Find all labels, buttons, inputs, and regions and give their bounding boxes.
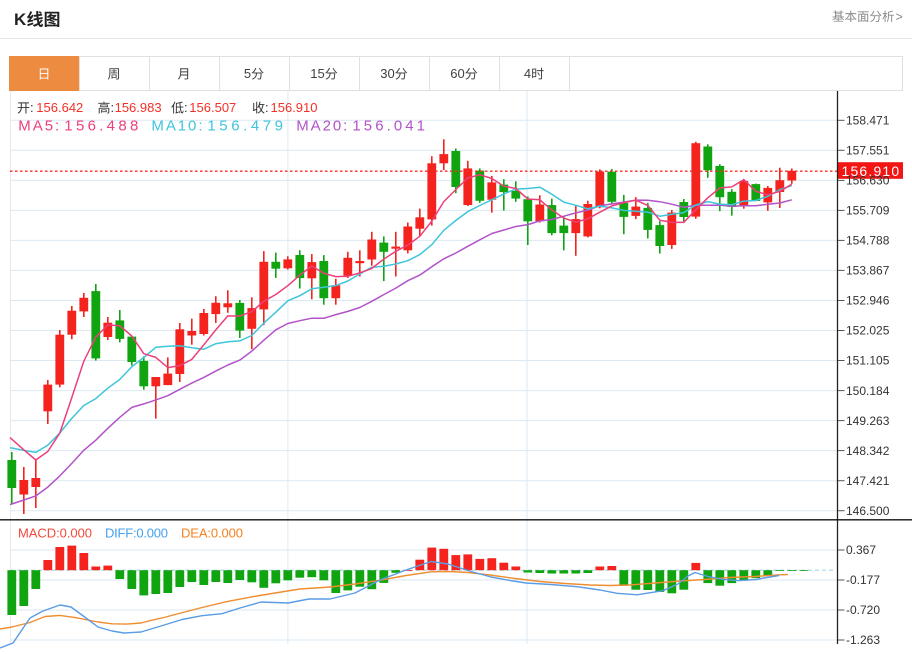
svg-text:147.421: 147.421: [846, 474, 890, 488]
svg-text:60: 60: [450, 66, 464, 81]
svg-text:MA5:: MA5:: [18, 118, 59, 135]
svg-text:151.105: 151.105: [846, 354, 890, 368]
svg-text:158.471: 158.471: [846, 114, 890, 128]
svg-text:MACD:0.000: MACD:0.000: [18, 526, 92, 541]
svg-text:156.041: 156.041: [352, 118, 425, 135]
svg-text:-0.177: -0.177: [846, 573, 880, 587]
svg-text:149.263: 149.263: [846, 414, 890, 428]
svg-text:DEA:0.000: DEA:0.000: [181, 526, 243, 541]
svg-text:146.500: 146.500: [846, 504, 890, 518]
svg-text:156.479: 156.479: [207, 118, 283, 135]
svg-text:156.507: 156.507: [189, 100, 236, 115]
svg-text:156.910: 156.910: [842, 163, 900, 179]
svg-text:156.642: 156.642: [36, 100, 83, 115]
svg-text:155.709: 155.709: [846, 204, 890, 218]
svg-text:156.630: 156.630: [846, 174, 890, 188]
svg-text:152.025: 152.025: [846, 324, 890, 338]
svg-text:MA10:: MA10:: [151, 118, 202, 135]
svg-text:MA20:: MA20:: [296, 118, 347, 135]
svg-text:154.788: 154.788: [846, 234, 890, 248]
svg-text:148.342: 148.342: [846, 444, 890, 458]
svg-text:DIFF:0.000: DIFF:0.000: [105, 526, 168, 541]
svg-text::: :: [30, 100, 34, 115]
svg-text:4: 4: [524, 66, 531, 81]
svg-text:-0.720: -0.720: [846, 603, 880, 617]
svg-text:K: K: [14, 10, 27, 29]
svg-text:>: >: [896, 10, 903, 24]
svg-text:156.910: 156.910: [271, 100, 318, 115]
svg-text:156.488: 156.488: [64, 118, 138, 135]
svg-text:30: 30: [380, 66, 394, 81]
svg-text:157.551: 157.551: [846, 144, 890, 158]
svg-text:150.184: 150.184: [846, 384, 890, 398]
svg-text:5: 5: [244, 66, 251, 81]
svg-text:153.867: 153.867: [846, 264, 890, 278]
svg-text:156.983: 156.983: [115, 100, 162, 115]
svg-text::: :: [111, 100, 115, 115]
svg-text:15: 15: [310, 66, 324, 81]
svg-text::: :: [184, 100, 188, 115]
svg-text:152.946: 152.946: [846, 294, 890, 308]
svg-text:0.367: 0.367: [846, 543, 876, 557]
svg-text::: :: [265, 100, 269, 115]
svg-text:-1.263: -1.263: [846, 633, 880, 647]
